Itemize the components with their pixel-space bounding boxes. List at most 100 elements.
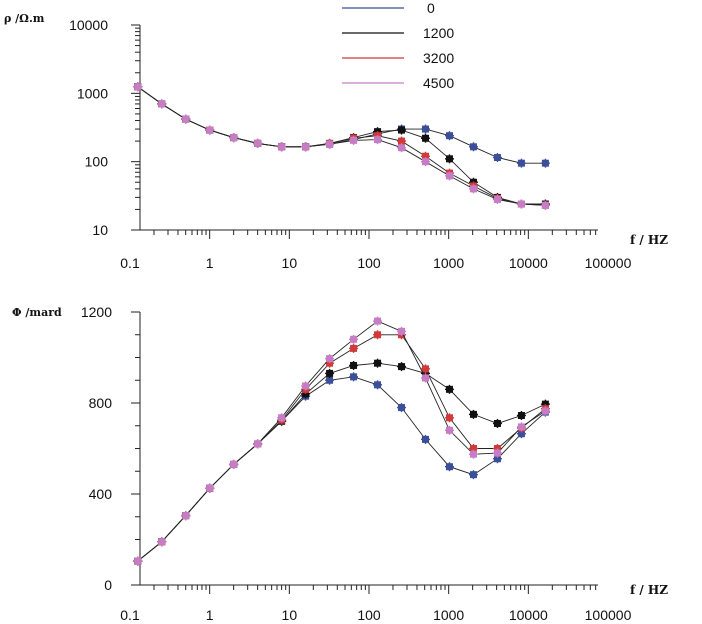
data-point xyxy=(277,413,287,423)
data-point xyxy=(325,354,335,364)
y-tick-label: 100 xyxy=(85,154,109,170)
phase-chart: Φ /mard f / HZ 0.1 1 10 100 1000 10000 1000000… xyxy=(12,304,668,623)
data-point xyxy=(468,184,478,194)
data-point xyxy=(492,448,502,458)
y-tick-label: 1000 xyxy=(77,85,108,101)
x-tick-label: 10 xyxy=(282,607,298,623)
x-tick-label: 1 xyxy=(206,607,214,623)
data-point xyxy=(373,380,383,390)
data-point xyxy=(397,143,407,153)
data-point xyxy=(540,200,550,210)
legend-label: 0 xyxy=(427,0,435,16)
data-point xyxy=(253,138,263,148)
series-line-3200 xyxy=(137,334,546,562)
x-tick-label: 0.1 xyxy=(120,255,140,271)
data-point xyxy=(397,326,407,336)
y-tick-label: 1200 xyxy=(81,304,112,320)
data-point xyxy=(468,409,478,419)
data-point xyxy=(133,556,143,566)
resistivity-xlabel: f / HZ xyxy=(630,233,668,247)
data-point xyxy=(157,537,167,547)
data-point xyxy=(540,406,550,416)
x-tick-label: 1000 xyxy=(433,607,464,623)
data-point xyxy=(349,135,359,145)
data-point xyxy=(349,360,359,370)
data-point xyxy=(421,373,431,383)
series-line-1200 xyxy=(137,86,546,205)
data-point xyxy=(373,330,383,340)
data-point xyxy=(492,153,502,163)
resistivity-chart: ρ /Ω.m f / HZ 0.1 1 10 100 1000 10000 10000010… xyxy=(4,0,668,271)
data-point xyxy=(157,99,167,109)
data-point xyxy=(253,439,263,449)
data-point xyxy=(229,459,239,469)
data-point xyxy=(468,142,478,152)
data-point xyxy=(205,483,215,493)
x-tick-label: 1000 xyxy=(433,255,464,271)
data-point xyxy=(349,334,359,344)
data-point xyxy=(349,343,359,353)
data-point xyxy=(540,158,550,168)
series-line-1200 xyxy=(137,362,546,562)
legend-item: 0 xyxy=(342,0,435,16)
data-point xyxy=(444,154,454,164)
x-tick-label: 100 xyxy=(357,255,381,271)
data-point xyxy=(492,418,502,428)
x-tick-label: 100 xyxy=(357,607,381,623)
legend-item: 1200 xyxy=(342,25,454,41)
data-point xyxy=(397,125,407,135)
phase-axes: 0.1 1 10 100 1000 10000 100000 0 400 800 1200 xyxy=(81,304,632,623)
data-point xyxy=(277,142,287,152)
data-point xyxy=(181,114,191,124)
phase-xlabel: f / HZ xyxy=(630,583,668,597)
data-point xyxy=(133,82,143,92)
legend-label: 4500 xyxy=(423,75,454,91)
data-point xyxy=(516,411,526,421)
data-point xyxy=(301,381,311,391)
data-point xyxy=(516,199,526,209)
resistivity-ylabel: ρ /Ω.m xyxy=(4,12,45,25)
data-point xyxy=(325,368,335,378)
legend-item: 4500 xyxy=(342,75,454,91)
data-point xyxy=(229,133,239,143)
x-tick-label: 100000 xyxy=(585,607,632,623)
data-point xyxy=(492,194,502,204)
data-point xyxy=(444,462,454,472)
series-line-4500 xyxy=(137,86,546,206)
data-point xyxy=(373,316,383,326)
legend-item: 3200 xyxy=(342,50,454,66)
x-tick-label: 10000 xyxy=(509,255,548,271)
data-point xyxy=(421,364,431,374)
y-tick-label: 10 xyxy=(92,222,108,238)
data-point xyxy=(421,124,431,134)
legend-label: 1200 xyxy=(423,25,454,41)
legend: 0 1200 3200 4500 xyxy=(342,0,454,91)
legend-label: 3200 xyxy=(423,50,454,66)
data-point xyxy=(349,372,359,382)
x-tick-label: 100000 xyxy=(585,255,632,271)
data-point xyxy=(444,413,454,423)
data-point xyxy=(444,171,454,181)
data-point xyxy=(301,142,311,152)
data-point xyxy=(444,131,454,141)
data-point xyxy=(516,422,526,432)
y-tick-label: 10000 xyxy=(69,17,108,33)
resistivity-axes: 0.1 1 10 100 1000 10000 100000 10 100 1000 10000 xyxy=(69,17,632,271)
phase-ylabel: Φ /mard xyxy=(12,306,62,319)
series-line-4500 xyxy=(137,320,546,562)
data-point xyxy=(468,449,478,459)
x-tick-label: 10 xyxy=(282,255,298,271)
y-tick-label: 800 xyxy=(89,395,113,411)
data-point xyxy=(421,133,431,143)
data-point xyxy=(421,434,431,444)
series-line-3200 xyxy=(137,86,546,206)
y-tick-label: 0 xyxy=(104,577,112,593)
data-point xyxy=(373,358,383,368)
x-tick-label: 10000 xyxy=(509,607,548,623)
data-point xyxy=(397,362,407,372)
resistivity-series xyxy=(133,82,550,210)
data-point xyxy=(468,470,478,480)
data-point xyxy=(516,158,526,168)
data-point xyxy=(325,139,335,149)
